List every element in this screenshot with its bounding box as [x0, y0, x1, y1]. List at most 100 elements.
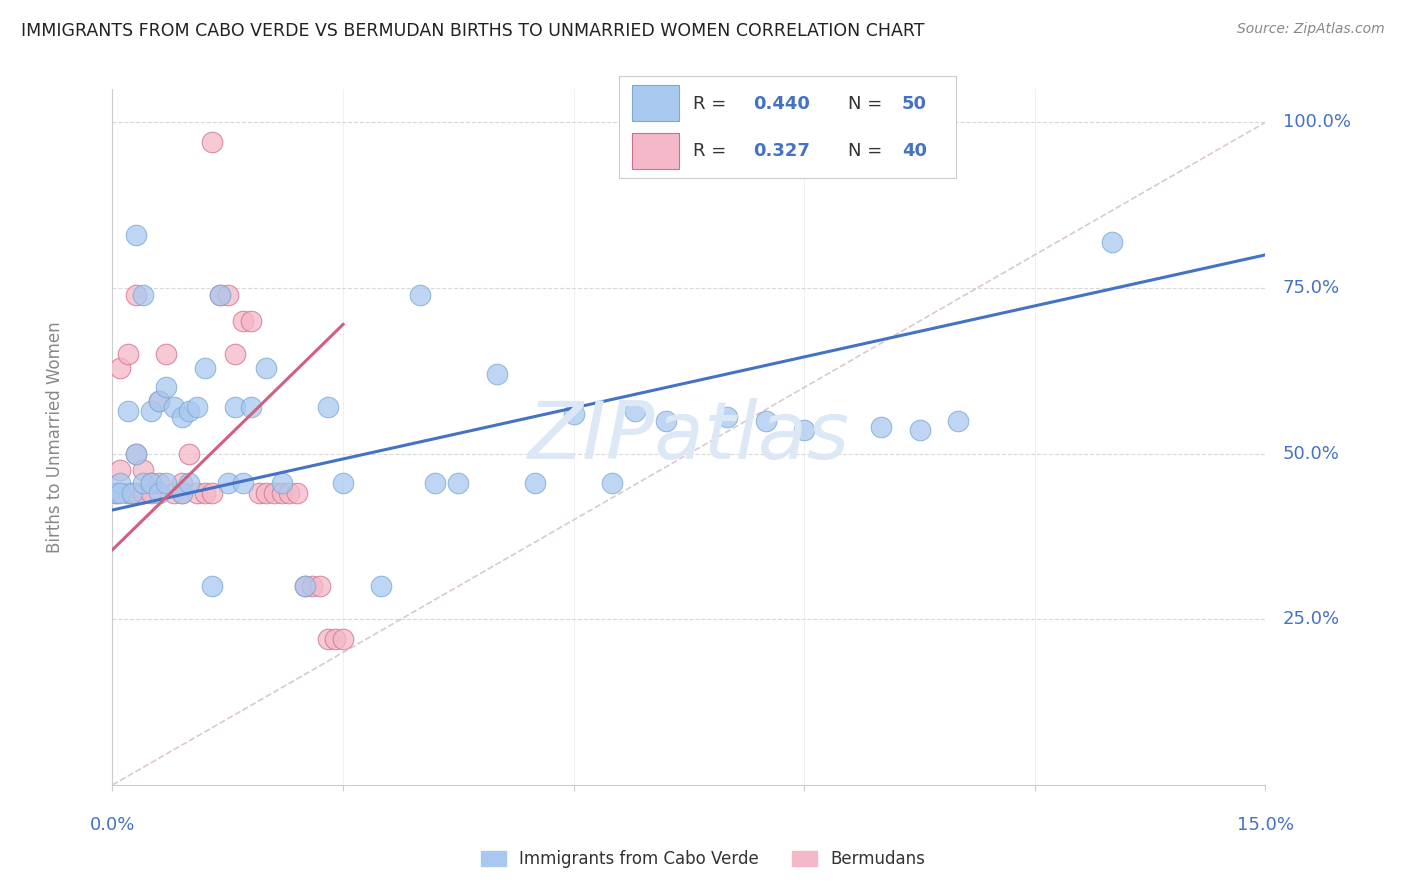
Point	[793, 424, 815, 438]
Text: 0.0%: 0.0%	[90, 816, 135, 834]
Text: 75.0%: 75.0%	[1282, 279, 1340, 297]
Point	[170, 410, 193, 425]
Point	[600, 476, 623, 491]
Point	[108, 360, 131, 375]
Point	[294, 579, 316, 593]
Point	[194, 486, 217, 500]
Point	[124, 447, 146, 461]
Point	[755, 413, 778, 427]
Point	[139, 476, 162, 491]
Point	[132, 463, 155, 477]
Point	[108, 463, 131, 477]
Point	[117, 403, 139, 417]
Text: N =: N =	[848, 95, 889, 112]
Point	[105, 486, 128, 500]
Point	[217, 287, 239, 301]
Point	[278, 486, 301, 500]
Text: Births to Unmarried Women: Births to Unmarried Women	[46, 321, 63, 553]
Point	[425, 476, 447, 491]
Point	[285, 486, 308, 500]
Point	[370, 579, 392, 593]
Point	[562, 407, 585, 421]
Point	[170, 486, 193, 500]
Point	[121, 486, 143, 500]
Bar	[633, 133, 679, 169]
Point	[201, 135, 224, 149]
Point	[409, 287, 432, 301]
Point	[254, 486, 277, 500]
Point	[148, 486, 170, 500]
Point	[132, 476, 155, 491]
Legend: Immigrants from Cabo Verde, Bermudans: Immigrants from Cabo Verde, Bermudans	[474, 844, 932, 875]
Point	[332, 632, 354, 647]
Point	[332, 476, 354, 491]
Text: 0.440: 0.440	[754, 95, 810, 112]
Point	[148, 393, 170, 408]
Point	[132, 287, 155, 301]
Text: Source: ZipAtlas.com: Source: ZipAtlas.com	[1237, 22, 1385, 37]
Point	[186, 486, 208, 500]
Point	[247, 486, 270, 500]
Point	[201, 579, 224, 593]
Point	[316, 632, 339, 647]
Point	[232, 476, 254, 491]
Point	[946, 413, 969, 427]
Point	[186, 401, 208, 415]
Point	[163, 401, 186, 415]
Point	[209, 287, 232, 301]
Point	[148, 476, 170, 491]
Point	[139, 486, 162, 500]
Point	[139, 476, 162, 491]
Point	[716, 410, 738, 425]
Point	[124, 227, 146, 242]
Point	[117, 486, 139, 500]
Text: 40: 40	[903, 142, 927, 161]
Text: 50.0%: 50.0%	[1282, 444, 1340, 463]
Point	[870, 420, 893, 434]
Point	[148, 393, 170, 408]
Text: 100.0%: 100.0%	[1282, 113, 1351, 131]
Point	[139, 403, 162, 417]
Point	[254, 360, 277, 375]
Point	[124, 287, 146, 301]
Text: N =: N =	[848, 142, 889, 161]
Point	[270, 476, 292, 491]
Point	[124, 447, 146, 461]
Point	[124, 486, 146, 500]
Point	[217, 476, 239, 491]
Point	[232, 314, 254, 328]
Point	[209, 287, 232, 301]
Text: R =: R =	[693, 142, 733, 161]
Point	[1101, 235, 1123, 249]
Point	[325, 632, 347, 647]
Point	[170, 486, 193, 500]
Point	[655, 413, 678, 427]
Point	[155, 476, 177, 491]
Point	[179, 476, 201, 491]
Point	[201, 486, 224, 500]
Text: 0.327: 0.327	[754, 142, 810, 161]
Text: 50: 50	[903, 95, 927, 112]
Point	[524, 476, 547, 491]
Text: 15.0%: 15.0%	[1237, 816, 1294, 834]
Point	[224, 401, 246, 415]
Point	[179, 403, 201, 417]
Text: ZIPatlas: ZIPatlas	[527, 398, 851, 476]
Point	[132, 486, 155, 500]
Text: R =: R =	[693, 95, 733, 112]
Point	[194, 360, 217, 375]
Point	[624, 403, 647, 417]
Point	[309, 579, 332, 593]
Bar	[633, 85, 679, 121]
Point	[239, 314, 262, 328]
Text: IMMIGRANTS FROM CABO VERDE VS BERMUDAN BIRTHS TO UNMARRIED WOMEN CORRELATION CHA: IMMIGRANTS FROM CABO VERDE VS BERMUDAN B…	[21, 22, 925, 40]
Point	[316, 401, 339, 415]
Point	[170, 476, 193, 491]
Point	[485, 367, 508, 381]
Point	[117, 347, 139, 361]
Point	[908, 424, 931, 438]
Point	[155, 380, 177, 394]
Point	[179, 447, 201, 461]
Point	[108, 486, 131, 500]
Point	[239, 401, 262, 415]
